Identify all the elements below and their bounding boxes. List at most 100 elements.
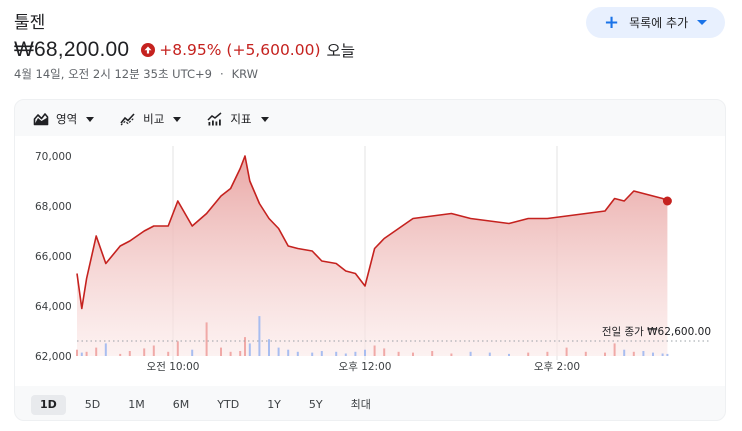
range-1y[interactable]: 1Y bbox=[267, 398, 281, 411]
range-6m[interactable]: 6M bbox=[172, 398, 190, 411]
x-tick-label: 오전 10:00 bbox=[147, 361, 200, 373]
volume-bar bbox=[383, 348, 386, 356]
compare-icon bbox=[120, 113, 135, 126]
volume-bar bbox=[277, 347, 280, 356]
volume-bar bbox=[258, 316, 261, 356]
volume-bar bbox=[666, 353, 669, 356]
volume-bar bbox=[119, 353, 122, 356]
range-5d[interactable]: 5D bbox=[84, 398, 101, 411]
volume-bar bbox=[143, 348, 146, 356]
current-price: ₩68,200.00 bbox=[14, 38, 130, 61]
volume-bar bbox=[191, 349, 194, 356]
volume-bar bbox=[104, 343, 107, 356]
volume-bar bbox=[296, 351, 299, 356]
price-line bbox=[76, 155, 668, 310]
area-chart-button[interactable]: 영역 bbox=[33, 108, 95, 130]
volume-bar bbox=[469, 351, 472, 356]
volume-bar bbox=[584, 351, 587, 356]
volume-bar bbox=[244, 337, 246, 356]
volume-bar bbox=[205, 322, 208, 356]
volume-bar bbox=[364, 349, 366, 356]
volume-bar bbox=[613, 343, 616, 356]
price-area-fill bbox=[77, 156, 668, 356]
timestamp: 4월 14일, 오전 2시 12분 35초 UTC+9 bbox=[14, 67, 212, 81]
volume-bar bbox=[546, 351, 549, 356]
volume-bar bbox=[642, 351, 645, 356]
change-period: 오늘 bbox=[326, 42, 356, 60]
range-1d[interactable]: 1D bbox=[31, 395, 66, 415]
volume-bar bbox=[373, 345, 376, 356]
y-tick-label: 64,000 bbox=[35, 301, 72, 313]
volume-bar bbox=[623, 349, 626, 356]
currency: KRW bbox=[231, 67, 259, 81]
last-price-marker bbox=[662, 196, 672, 206]
volume-bar bbox=[167, 351, 170, 356]
volume-bar bbox=[311, 352, 314, 356]
chevron-down-icon[interactable] bbox=[697, 20, 707, 25]
area-label: 영역 bbox=[56, 112, 78, 126]
volume-bar bbox=[229, 351, 232, 356]
range-ytd[interactable]: YTD bbox=[217, 398, 240, 411]
volume-bar bbox=[176, 341, 179, 356]
volume-bar bbox=[128, 351, 131, 356]
volume-bar bbox=[527, 352, 530, 356]
price-change: +8.95% (+5,600.00) bbox=[159, 41, 321, 59]
price-chart[interactable]: 70,000 68,000 66,000 64,000 62,000 오전 10:00 오후… bbox=[15, 136, 725, 386]
volume-bar bbox=[565, 347, 568, 356]
volume-bar bbox=[76, 349, 78, 356]
x-tick-label: 오후 12:00 bbox=[339, 361, 392, 373]
add-to-watchlist-label: 목록에 추가 bbox=[629, 16, 689, 30]
volume-bar bbox=[320, 351, 323, 356]
volume-bar bbox=[652, 352, 654, 356]
indicators-icon bbox=[207, 112, 222, 126]
range-최대[interactable]: 최대 bbox=[350, 398, 371, 411]
indicators-label: 지표 bbox=[230, 112, 252, 126]
range-1m[interactable]: 1M bbox=[128, 398, 145, 411]
compare-label: 비교 bbox=[143, 112, 165, 126]
y-tick-label: 66,000 bbox=[35, 251, 72, 263]
chevron-down-icon bbox=[173, 116, 182, 122]
y-tick-label: 62,000 bbox=[35, 351, 72, 363]
chevron-down-icon bbox=[86, 116, 95, 122]
time-range-selector: 1D 5D 1M 6M YTD 1Y 5Y 최대 bbox=[31, 395, 390, 415]
volume-bar bbox=[431, 351, 434, 356]
volume-bar bbox=[397, 351, 400, 356]
volume-bar bbox=[661, 353, 664, 356]
page-title: 툴젠 bbox=[14, 13, 46, 33]
volume-bar bbox=[450, 353, 453, 356]
arrow-up-icon bbox=[141, 43, 156, 57]
plus-icon: + bbox=[604, 11, 620, 33]
volume-bar bbox=[85, 351, 88, 356]
volume-bar bbox=[248, 343, 251, 356]
chart-card: 영역 비교 지표 70,000 68,000 66,000 64,000 62,000 오… bbox=[14, 99, 726, 421]
volume-bar bbox=[95, 347, 98, 356]
x-tick-label: 오후 2:00 bbox=[534, 361, 580, 373]
chart-toolbar: 영역 비교 지표 bbox=[33, 108, 295, 130]
y-tick-label: 68,000 bbox=[35, 201, 72, 213]
volume-bar bbox=[344, 353, 347, 356]
previous-close-label: 전일 종가 ₩62,600.00 bbox=[602, 325, 711, 338]
add-to-watchlist-button[interactable]: + 목록에 추가 bbox=[586, 7, 725, 38]
y-tick-label: 70,000 bbox=[35, 151, 72, 163]
volume-bar bbox=[335, 351, 338, 356]
volume-bar bbox=[80, 352, 83, 356]
volume-bar bbox=[604, 352, 606, 356]
volume-bar bbox=[287, 349, 290, 356]
area-chart-icon bbox=[33, 113, 49, 126]
indicators-button[interactable]: 지표 bbox=[207, 108, 269, 130]
volume-bar bbox=[508, 353, 510, 356]
volume-bar bbox=[412, 352, 414, 356]
volume-bar bbox=[268, 339, 270, 356]
volume-bar bbox=[488, 352, 491, 356]
volume-bar bbox=[354, 351, 357, 356]
volume-bar bbox=[239, 351, 242, 356]
compare-button[interactable]: 비교 bbox=[120, 108, 182, 130]
volume-bar bbox=[632, 351, 635, 356]
price-row: ₩68,200.00 +8.95% (+5,600.00) 오늘 bbox=[14, 38, 355, 62]
range-5y[interactable]: 5Y bbox=[308, 398, 323, 411]
chevron-down-icon bbox=[260, 116, 269, 122]
price-chart-svg: 70,000 68,000 66,000 64,000 62,000 오전 10:00 오후… bbox=[35, 146, 711, 373]
volume-bar bbox=[220, 347, 222, 356]
volume-bar bbox=[152, 345, 155, 356]
quote-meta: 4월 14일, 오전 2시 12분 35초 UTC+9 · KRW bbox=[14, 67, 259, 81]
